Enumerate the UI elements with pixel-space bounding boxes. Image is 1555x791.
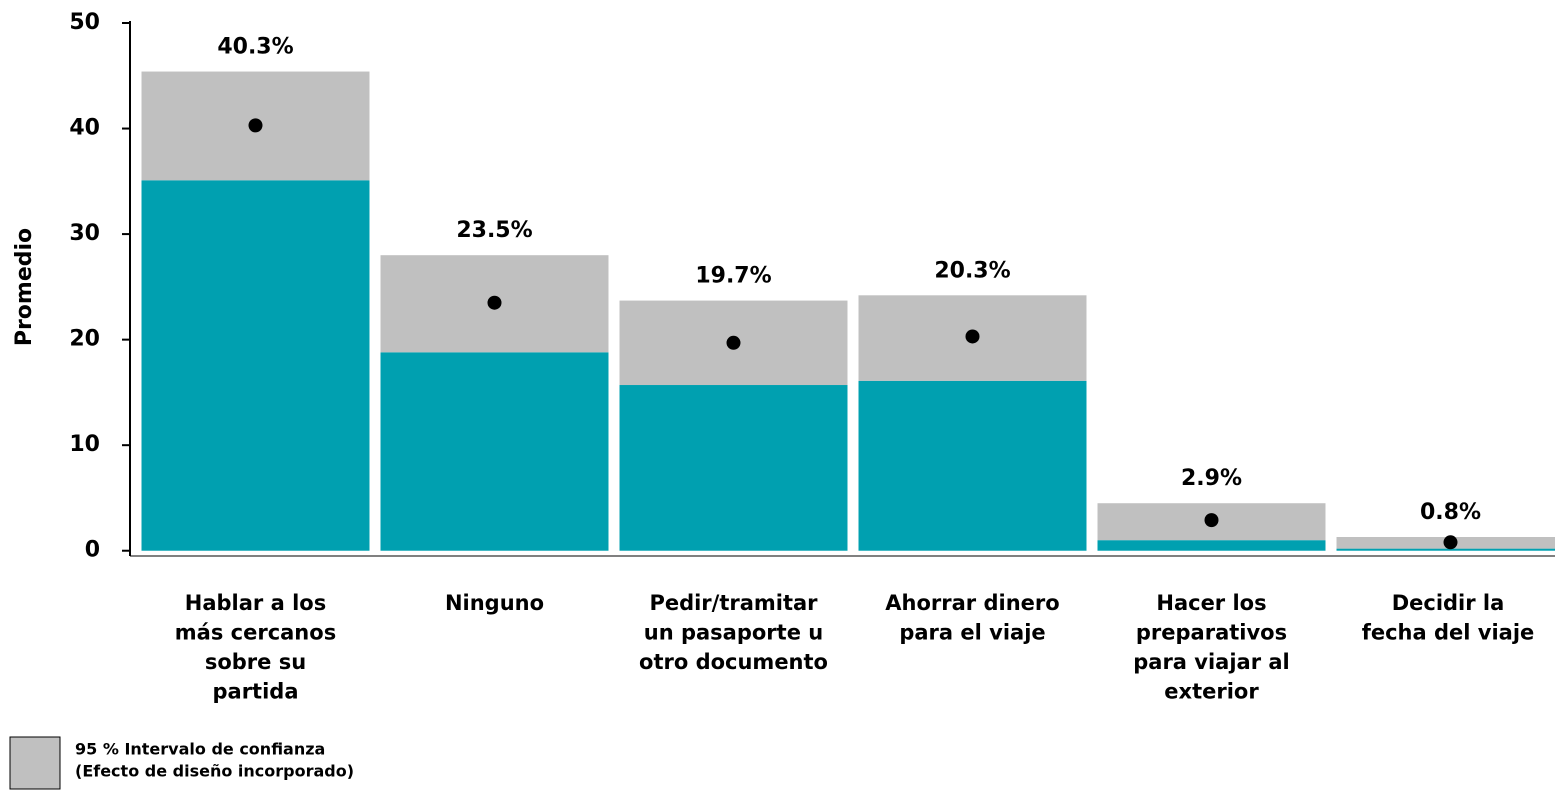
value-label: 0.8%	[1420, 500, 1481, 525]
legend-swatch	[9, 736, 61, 790]
x-tick-label: Hablar a los	[185, 591, 326, 615]
value-label: 23.5%	[456, 218, 532, 243]
x-tick-label: preparativos	[1136, 621, 1287, 645]
bar	[858, 380, 1087, 551]
mean-point	[487, 295, 502, 310]
value-label: 40.3%	[217, 35, 293, 60]
y-tick-label: 50	[69, 10, 100, 35]
x-tick-label: otro documento	[639, 650, 828, 674]
x-tick-label: Ahorrar dinero	[885, 591, 1059, 615]
x-tick-label: Decidir la	[1392, 591, 1505, 615]
bar	[1336, 548, 1555, 551]
value-label: 2.9%	[1181, 466, 1242, 491]
legend-label: 95 % Intervalo de confianza	[75, 740, 325, 759]
mean-point	[726, 335, 741, 350]
x-tick-label: sobre su	[205, 650, 306, 674]
y-tick-label: 30	[69, 221, 100, 246]
x-tick-label: para viajar al	[1133, 650, 1290, 674]
bar	[619, 385, 848, 551]
x-tick-label: partida	[213, 680, 299, 704]
mean-point	[965, 329, 980, 344]
legend-label: (Efecto de diseño incorporado)	[75, 762, 354, 781]
y-tick-label: 40	[69, 116, 100, 141]
mean-point	[1443, 535, 1458, 550]
x-tick-label: exterior	[1164, 680, 1259, 704]
bar	[141, 180, 370, 551]
x-tick-label: fecha del viaje	[1362, 621, 1535, 645]
y-tick-label: 20	[69, 327, 100, 352]
mean-point	[1204, 513, 1219, 528]
y-tick-label: 10	[69, 432, 100, 457]
x-tick-label: para el viaje	[899, 621, 1045, 645]
x-tick-label: Hacer los	[1156, 591, 1266, 615]
y-axis-label: Promedio	[12, 228, 37, 346]
value-label: 20.3%	[934, 258, 1010, 283]
bar	[380, 352, 609, 551]
x-tick-label: Pedir/tramitar	[649, 591, 818, 615]
bar	[1097, 540, 1326, 551]
x-tick-label: un pasaporte u	[644, 621, 823, 645]
y-tick-label: 0	[85, 538, 100, 563]
x-tick-label: Ninguno	[445, 591, 544, 615]
x-tick-label: más cercanos	[175, 621, 336, 645]
mean-point	[248, 118, 263, 133]
value-label: 19.7%	[695, 264, 771, 289]
